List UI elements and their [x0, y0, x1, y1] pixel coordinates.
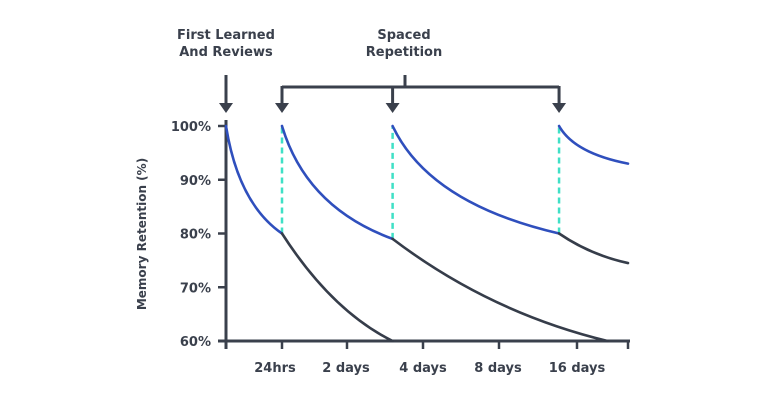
annotation-first-line1: First Learned [177, 28, 275, 43]
spaced-arrow-head [385, 103, 400, 113]
annotation-first-line2: And Reviews [179, 45, 273, 60]
x-tick-label: 24hrs [254, 361, 296, 376]
review-curve [224, 124, 284, 235]
x-tick-label: 2 days [322, 361, 370, 376]
forgetting-curve [557, 232, 630, 265]
first-learned-arrow-head [219, 103, 233, 113]
review-curve [391, 124, 561, 235]
annotation-spaced-line1: Spaced [377, 28, 430, 43]
y-axis-label: Memory Retention (%) [135, 158, 149, 310]
x-tick-label: 16 days [549, 361, 606, 376]
x-tick-label: 4 days [399, 361, 447, 376]
y-tick-label: 90% [180, 174, 211, 189]
y-tick-label: 70% [180, 281, 211, 296]
review-curve [557, 124, 630, 165]
review-curve [280, 124, 394, 241]
forgetting-curve [280, 232, 394, 343]
forgetting-curve [391, 237, 609, 343]
spaced-arrow-head [552, 103, 567, 113]
annotation-spaced-line2: Repetition [366, 45, 442, 60]
spaced-arrow-head [275, 103, 289, 113]
y-tick-label: 100% [171, 120, 211, 135]
y-tick-label: 60% [180, 335, 211, 350]
x-tick-label: 8 days [474, 361, 522, 376]
y-tick-label: 80% [180, 228, 211, 243]
